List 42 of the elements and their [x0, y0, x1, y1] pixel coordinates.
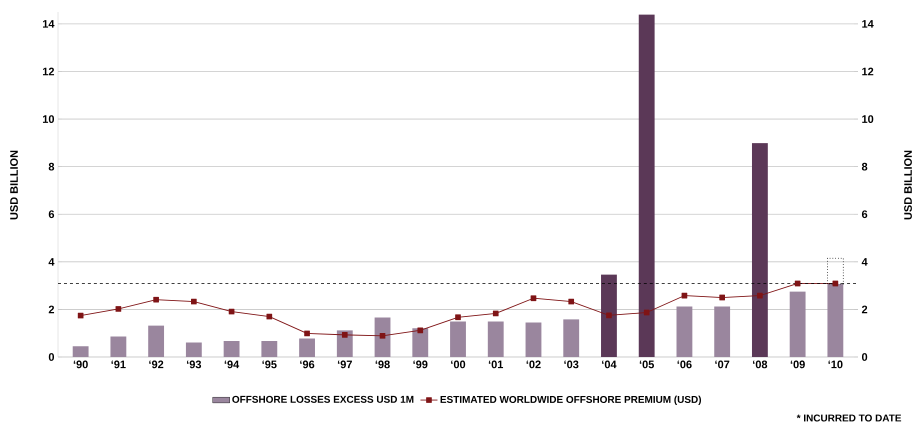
x-tick-label: ‘91 — [112, 360, 126, 368]
y2-axis-title: USD BILLION — [904, 150, 912, 220]
x-tick-label: ‘94 — [224, 360, 240, 368]
y2-tick-label: 10 — [862, 115, 874, 123]
x-tick-label: ‘08 — [753, 360, 768, 368]
x-tick-label: ‘09 — [790, 360, 805, 368]
x-tick-label: ‘01 — [488, 360, 504, 368]
x-tick-label: ‘04 — [602, 360, 617, 368]
x-tick-label: ‘99 — [413, 360, 428, 368]
y2-tick-label: 14 — [862, 20, 874, 28]
y2-tick-label: 2 — [862, 306, 868, 314]
y-tick-label: 8 — [48, 162, 54, 171]
y-tick-label: 4 — [48, 258, 54, 266]
text: * INCURRED TO DATE — [796, 414, 902, 422]
y-tick-label: 6 — [48, 210, 54, 218]
x-tick-label: ‘07 — [715, 360, 730, 368]
y2-tick-label: 6 — [862, 210, 868, 218]
y-tick-label: 2 — [48, 306, 54, 314]
x-tick-label: ‘95 — [262, 360, 277, 368]
legend-label: OFFSHORE LOSSES EXCESS USD 1M — [232, 396, 414, 403]
y2-tick-label: 0 — [862, 353, 868, 361]
y-tick-label: 12 — [42, 68, 54, 76]
x-tick-label: ‘02 — [526, 360, 541, 368]
x-tick-label: ‘10 — [828, 360, 843, 368]
x-tick-label: ‘06 — [678, 360, 692, 368]
y-tick-label: 14 — [42, 20, 54, 28]
x-tick-label: ‘90 — [74, 360, 88, 368]
y2-tick-label: 8 — [862, 162, 868, 171]
x-tick-label: ‘05 — [640, 360, 654, 368]
y2-tick-label: 4 — [862, 258, 868, 266]
x-tick-label: ‘96 — [300, 360, 314, 368]
x-tick-label: ‘97 — [338, 360, 352, 368]
y-axis-title: USD BILLION — [10, 150, 18, 220]
legend-label: ESTIMATED WORLDWIDE OFFSHORE PREMIUM (USD) — [440, 396, 702, 405]
x-tick-label: ‘00 — [451, 360, 466, 368]
x-tick-label: ‘93 — [186, 360, 202, 368]
x-tick-label: ‘92 — [149, 360, 164, 368]
x-tick-label: ‘98 — [376, 360, 390, 368]
y2-tick-label: 12 — [862, 68, 874, 76]
x-tick-label: ‘03 — [564, 360, 578, 368]
y-tick-label: 10 — [42, 115, 54, 123]
y-tick-label: 0 — [48, 353, 54, 361]
